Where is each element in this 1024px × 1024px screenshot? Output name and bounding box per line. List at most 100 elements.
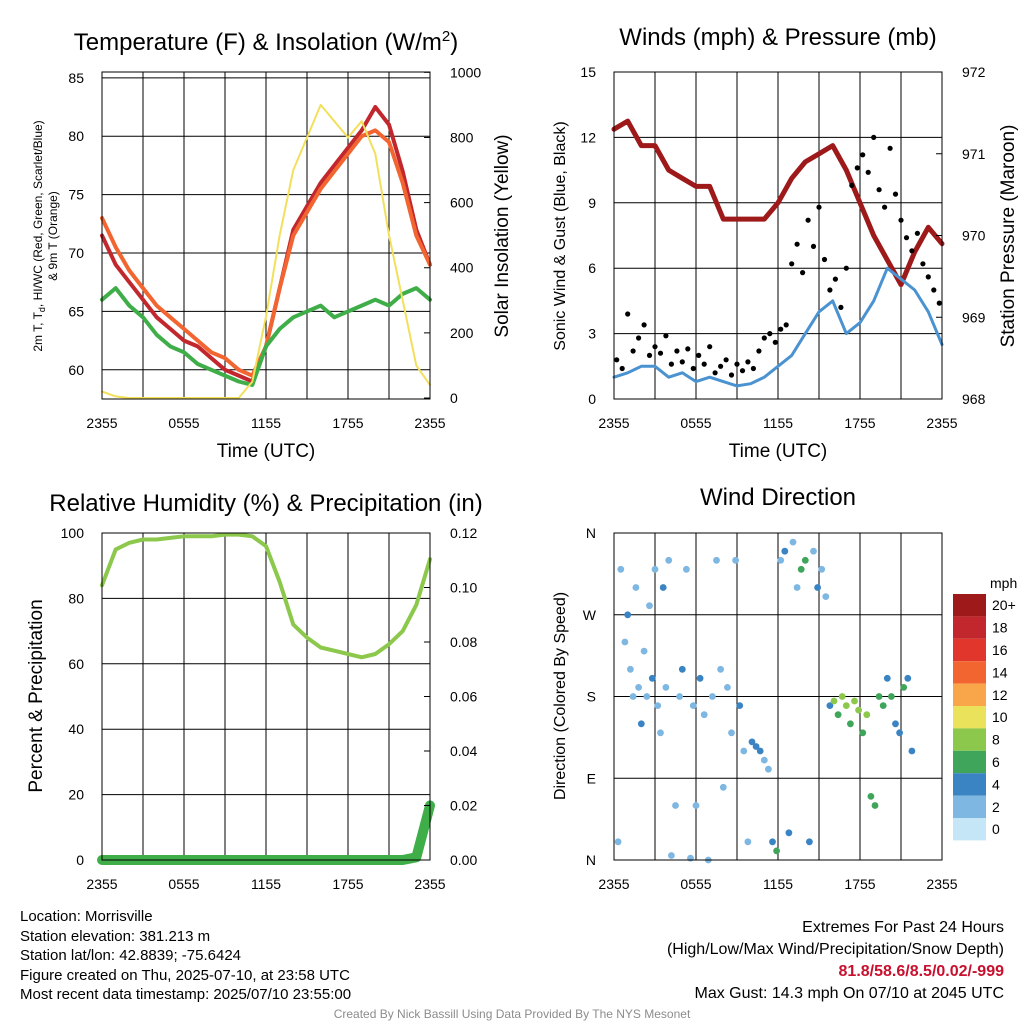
direction-xtick-label: 1155 [763, 876, 793, 892]
direction-point [801, 556, 809, 564]
station-location: Location: Morrisville [20, 908, 153, 925]
winds-xtick-label: 0555 [680, 415, 711, 431]
winds-grid [614, 72, 942, 399]
winds-panel: Winds (mph) & Pressure (mb) 2355 0555 1155… [552, 24, 1019, 462]
direction-point [640, 647, 648, 655]
humidity-y2tick-label: 0.08 [450, 634, 477, 650]
colorbar-swatch [953, 728, 986, 751]
direction-point [614, 838, 622, 846]
direction-point [635, 684, 642, 691]
humidity-ytick-label: 60 [68, 656, 84, 672]
direction-point [736, 702, 744, 709]
direction-point [672, 802, 679, 809]
direction-point [777, 556, 785, 564]
humidity-panel: Relative Humidity (%) & Precipitation (i… [26, 490, 483, 892]
winds-y2tick-label: 969 [962, 309, 986, 325]
figure-created: Figure created on Thu, 2025-07-10, at 23… [20, 966, 350, 984]
extremes-heading: Extremes For Past 24 Hours [802, 919, 1004, 936]
direction-point [765, 765, 772, 773]
colorbar-swatch [953, 706, 986, 729]
colorbar-label: 4 [992, 776, 1000, 792]
temperature-y2tick-label: 1000 [450, 64, 481, 80]
extremes-values: 81.8/58.6/8.5/0.02/-999 [838, 963, 1004, 980]
humidity-ytick-label: 0 [76, 852, 84, 868]
wind-gust-point [630, 348, 636, 354]
pressure-ylabel: Station Pressure (Maroon) [998, 125, 1019, 348]
direction-point [797, 565, 805, 573]
direction-point [668, 852, 675, 859]
colorbar-label: 16 [992, 642, 1008, 658]
wind-gust-point [854, 165, 860, 171]
direction-point [748, 738, 756, 746]
wind-gust-point [914, 230, 921, 236]
direction-point [648, 674, 656, 682]
wind-gust-point [685, 346, 691, 352]
temperature-ytick-label: 70 [68, 245, 84, 261]
direction-point [689, 702, 697, 709]
wind-gust-point [827, 287, 833, 293]
winds-xtick-label: 1155 [763, 415, 793, 431]
temperature-xtick-label: 2355 [414, 415, 445, 431]
direction-point [859, 729, 867, 737]
wind-gust-point [619, 365, 625, 372]
humidity-xtick-label: 2355 [86, 876, 117, 892]
winds-xtick-label: 2355 [926, 415, 957, 431]
colorbar-title: mph [990, 575, 1017, 591]
winds-title: Winds (mph) & Pressure (mb) [619, 24, 936, 51]
insolation-ylabel: Solar Insolation (Yellow) [492, 134, 513, 337]
winds-xlabel: Time (UTC) [729, 441, 828, 462]
temperature-y2tick-label: 400 [450, 260, 474, 276]
direction-point [871, 802, 879, 809]
temperature-series [100, 103, 432, 399]
direction-xtick-label: 2355 [598, 876, 629, 892]
direction-point [822, 593, 830, 600]
colorbar-swatch [953, 594, 986, 617]
direction-point [904, 674, 912, 682]
humidity-grid [102, 533, 430, 860]
direction-point [806, 838, 813, 846]
wind-gust-point [789, 261, 795, 267]
direction-point [851, 697, 858, 705]
wind-gust-point [625, 311, 631, 317]
humidity-xtick-label: 2355 [414, 876, 445, 892]
direction-ylabel: Direction (Colored By Speed) [552, 592, 569, 800]
direction-point [709, 693, 716, 700]
winds-ytick-label: 6 [588, 260, 596, 276]
wind-gust-point [898, 217, 904, 223]
wind-gust-point [728, 372, 735, 378]
direction-point [621, 638, 629, 646]
direction-point [683, 565, 690, 573]
wind-gust-point [750, 365, 757, 372]
direction-point [842, 702, 850, 709]
wind-gust-point [920, 261, 926, 267]
direction-point [814, 584, 821, 591]
direction-point [724, 684, 731, 691]
temperature-y2tick-label: 200 [450, 325, 474, 341]
humidity-y2tick-label: 0.10 [450, 580, 477, 596]
wind-gust-point [925, 274, 931, 280]
direction-point [785, 829, 793, 837]
humidity-ytick-label: 100 [61, 525, 85, 541]
direction-point [676, 693, 683, 700]
colorbar-label: 20+ [992, 597, 1016, 613]
direction-ytick-label: S [587, 689, 596, 705]
direction-title: Wind Direction [700, 484, 856, 511]
temperature-xtick-label: 0555 [168, 415, 199, 431]
temperature-tick-labels: 2355 0555 1155 1755 2355 60 65 70 75 80 85 0 200 400 6… [68, 64, 481, 431]
direction-point [632, 584, 640, 591]
winds-ytick-label: 0 [588, 391, 596, 407]
wind-gust-point [849, 182, 855, 188]
direction-series [614, 538, 916, 864]
temperature-ytick-label: 85 [68, 70, 84, 86]
direction-point [892, 720, 899, 728]
wind-gust-point [865, 169, 871, 175]
wind-gust-point [909, 248, 915, 254]
direction-point [624, 611, 632, 619]
direction-point [744, 838, 752, 846]
direction-point [651, 565, 659, 573]
wind-gust-point [843, 265, 849, 271]
direction-point [793, 584, 801, 591]
humidity-xtick-label: 1155 [251, 876, 281, 892]
wind-gust-point [903, 235, 910, 241]
